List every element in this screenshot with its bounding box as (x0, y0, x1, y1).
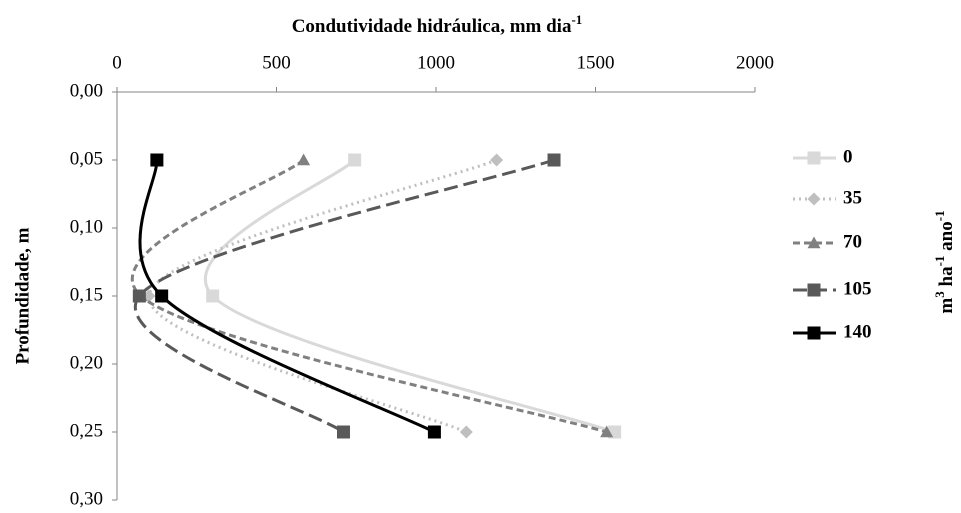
y-tick-label: 0,05 (70, 148, 103, 169)
legend-marker (807, 283, 821, 297)
legend-title-part: m (936, 298, 957, 314)
y-tick-label: 0,00 (70, 80, 103, 101)
legend-marker (807, 192, 821, 206)
legend-marker (807, 151, 821, 165)
series-line (130, 158, 608, 434)
data-point (150, 153, 164, 167)
data-point (459, 425, 473, 439)
data-point (547, 153, 561, 167)
data-point (348, 153, 362, 167)
data-point (132, 289, 146, 303)
y-tick-label: 0,15 (70, 284, 103, 305)
y-axis-title: Profundidade, m (12, 227, 33, 364)
data-point (297, 153, 311, 166)
legend-title: m3 ha-1 ano-1 (932, 210, 957, 313)
x-axis-title-text: Condutividade hidráulica, mm dia (292, 16, 572, 37)
legend-label: 35 (843, 187, 862, 208)
legend-title-sup: -1 (932, 256, 947, 267)
legend-title-sup: -1 (932, 210, 947, 221)
legend-label: 140 (843, 321, 872, 342)
data-point (600, 425, 614, 438)
x-tick-label: 0 (112, 52, 122, 73)
legend-label: 105 (843, 278, 872, 299)
x-axis-title-sup: -1 (571, 12, 582, 27)
legend-title-sup: 3 (932, 291, 947, 298)
y-tick-label: 0,30 (70, 488, 103, 509)
legend-label: 70 (843, 231, 862, 252)
legend-title-part: ha (936, 266, 957, 291)
x-tick-label: 500 (262, 52, 291, 73)
x-axis-title: Condutividade hidráulica, mm dia-1 (292, 12, 583, 37)
data-point (336, 425, 350, 439)
legend-label: 0 (843, 146, 853, 167)
series-line (203, 158, 616, 434)
x-tick-label: 1500 (577, 52, 615, 73)
data-point (155, 289, 169, 303)
data-point (206, 289, 220, 303)
y-tick-label: 0,25 (70, 420, 103, 441)
data-point (427, 425, 441, 439)
series-line (138, 159, 436, 434)
legend-title-part: ano (936, 221, 957, 255)
data-point (490, 153, 504, 167)
legend-marker (807, 236, 821, 249)
y-tick-label: 0,20 (70, 352, 103, 373)
y-tick-label: 0,10 (70, 216, 103, 237)
x-tick-label: 1000 (417, 52, 455, 73)
legend-marker (807, 326, 821, 340)
x-tick-label: 2000 (736, 52, 774, 73)
